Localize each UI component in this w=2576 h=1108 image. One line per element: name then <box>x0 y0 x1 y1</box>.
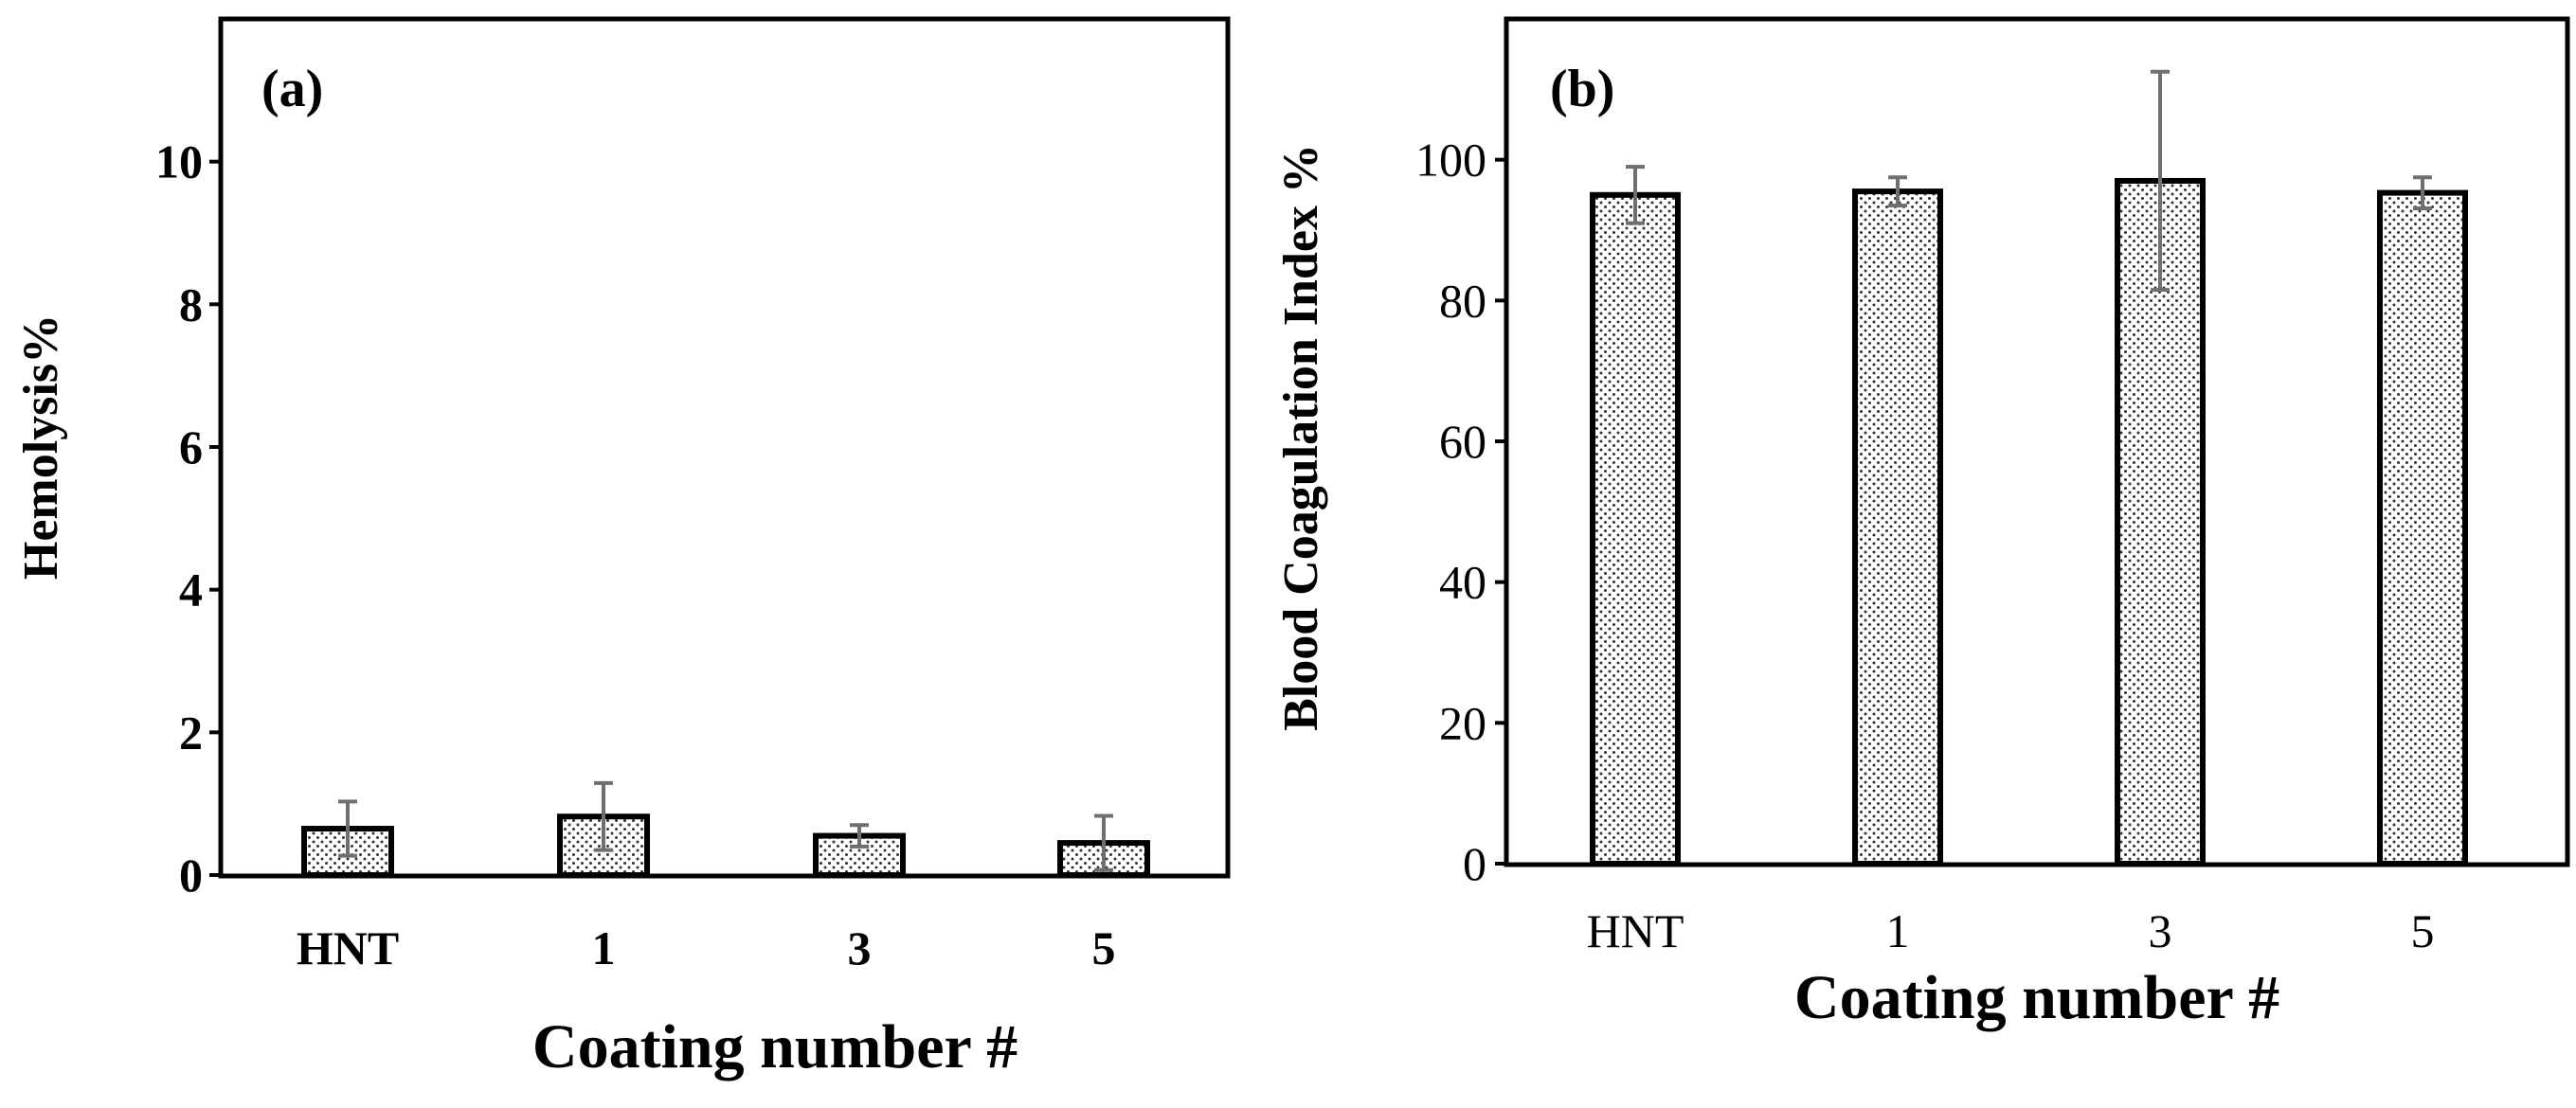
x-ticks: HNT 1 3 5 <box>297 921 1116 974</box>
y-tick-label: 2 <box>179 706 203 759</box>
y-tick-label: 0 <box>1463 837 1486 890</box>
chart-panel-b: (b) Blood Coagulation Index % Coating nu… <box>1274 16 2570 1032</box>
bars <box>1590 69 2468 867</box>
x-tick-label: HNT <box>297 921 399 974</box>
x-tick-label: 5 <box>2411 904 2435 957</box>
error-bar-5 <box>2413 175 2432 210</box>
y-tick-label: 100 <box>1415 134 1486 187</box>
error-bar-5 <box>1094 813 1113 872</box>
panel-label: (b) <box>1550 60 1614 118</box>
x-tick-label: 3 <box>848 921 872 974</box>
bars <box>301 780 1150 879</box>
y-tick-label: 10 <box>155 135 203 188</box>
panel-label: (a) <box>261 60 323 118</box>
error-bar-1 <box>594 780 613 852</box>
y-tick-label: 40 <box>1439 556 1486 609</box>
error-bar-3 <box>850 823 869 849</box>
error-bar-HNT <box>1626 165 1645 225</box>
plot-frame <box>218 16 1231 879</box>
y-tick-label: 4 <box>179 563 203 617</box>
bar-1 <box>1852 188 1943 867</box>
x-tick-label: 1 <box>592 921 616 974</box>
y-tick-label: 8 <box>179 277 203 331</box>
chart-panel-a: (a) Hemolysis% Coating number # 0246810 … <box>14 16 1231 1081</box>
x-tick-label: 5 <box>1092 921 1116 974</box>
x-axis-title: Coating number # <box>1794 963 2279 1032</box>
y-axis-title: Blood Coagulation Index % <box>1274 144 1328 731</box>
bar-3 <box>2115 177 2206 867</box>
bar-HNT <box>1590 191 1681 867</box>
y-tick-label: 6 <box>179 420 203 474</box>
y-tick-label: 60 <box>1439 415 1486 468</box>
y-tick-label: 80 <box>1439 274 1486 327</box>
x-ticks: HNT 1 3 5 <box>1587 904 2435 957</box>
error-bar-1 <box>1888 175 1907 207</box>
y-axis-title: Hemolysis% <box>14 314 68 580</box>
y-ticks: 0 2 4 6 8 10 <box>155 135 221 902</box>
x-tick-label: 3 <box>2149 904 2172 957</box>
y-tick-label: 0 <box>179 849 203 902</box>
x-axis-title: Coating number # <box>532 1012 1018 1081</box>
x-tick-label: HNT <box>1587 904 1684 957</box>
error-bar-3 <box>2151 69 2170 293</box>
y-tick-label: 20 <box>1439 696 1486 749</box>
y-ticks: 0 20 40 60 80 100 <box>1415 134 1506 890</box>
x-tick-label: 1 <box>1886 904 1910 957</box>
bar-5 <box>2377 189 2468 867</box>
error-bar-HNT <box>338 799 357 858</box>
